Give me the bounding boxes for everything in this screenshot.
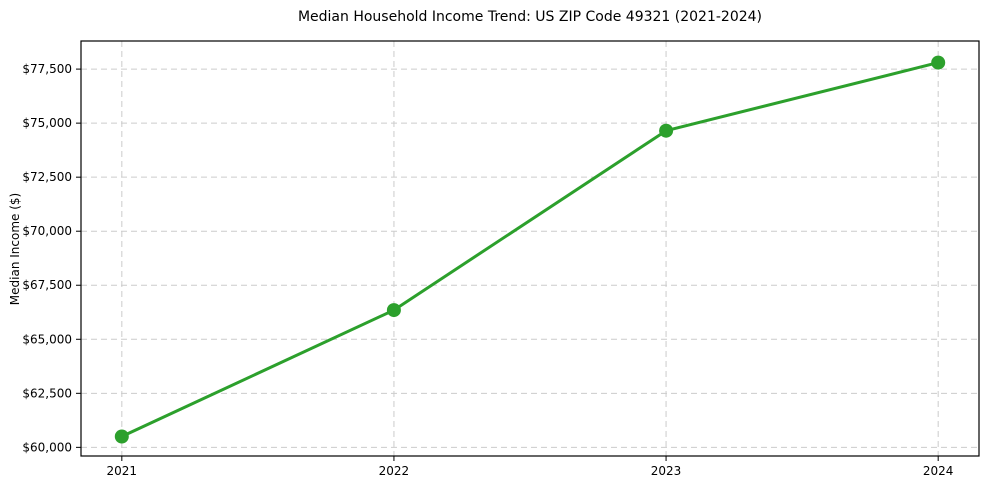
- data-point-2021: [114, 429, 129, 444]
- y-tick-label: $72,500: [22, 170, 72, 184]
- x-tick-label: 2021: [107, 464, 138, 478]
- chart-title: Median Household Income Trend: US ZIP Co…: [297, 9, 763, 25]
- y-tick-label: $70,000: [22, 224, 72, 238]
- trend-line: [120, 61, 940, 438]
- y-tick-label: $67,500: [22, 278, 72, 292]
- y-tick-label: $75,000: [22, 116, 72, 130]
- x-tick-label: 2024: [923, 464, 954, 478]
- data-point-2024: [931, 55, 946, 70]
- y-tick-label: $60,000: [22, 440, 72, 454]
- y-tick-label: $77,500: [22, 62, 72, 76]
- x-tick-label: 2022: [379, 464, 410, 478]
- data-point-2022: [386, 303, 401, 318]
- plot-border: [80, 40, 980, 457]
- y-tick-label: $62,500: [22, 386, 72, 400]
- data-point-2023: [659, 123, 674, 138]
- y-tick-label: $65,000: [22, 332, 72, 346]
- x-tick-label: 2023: [651, 464, 682, 478]
